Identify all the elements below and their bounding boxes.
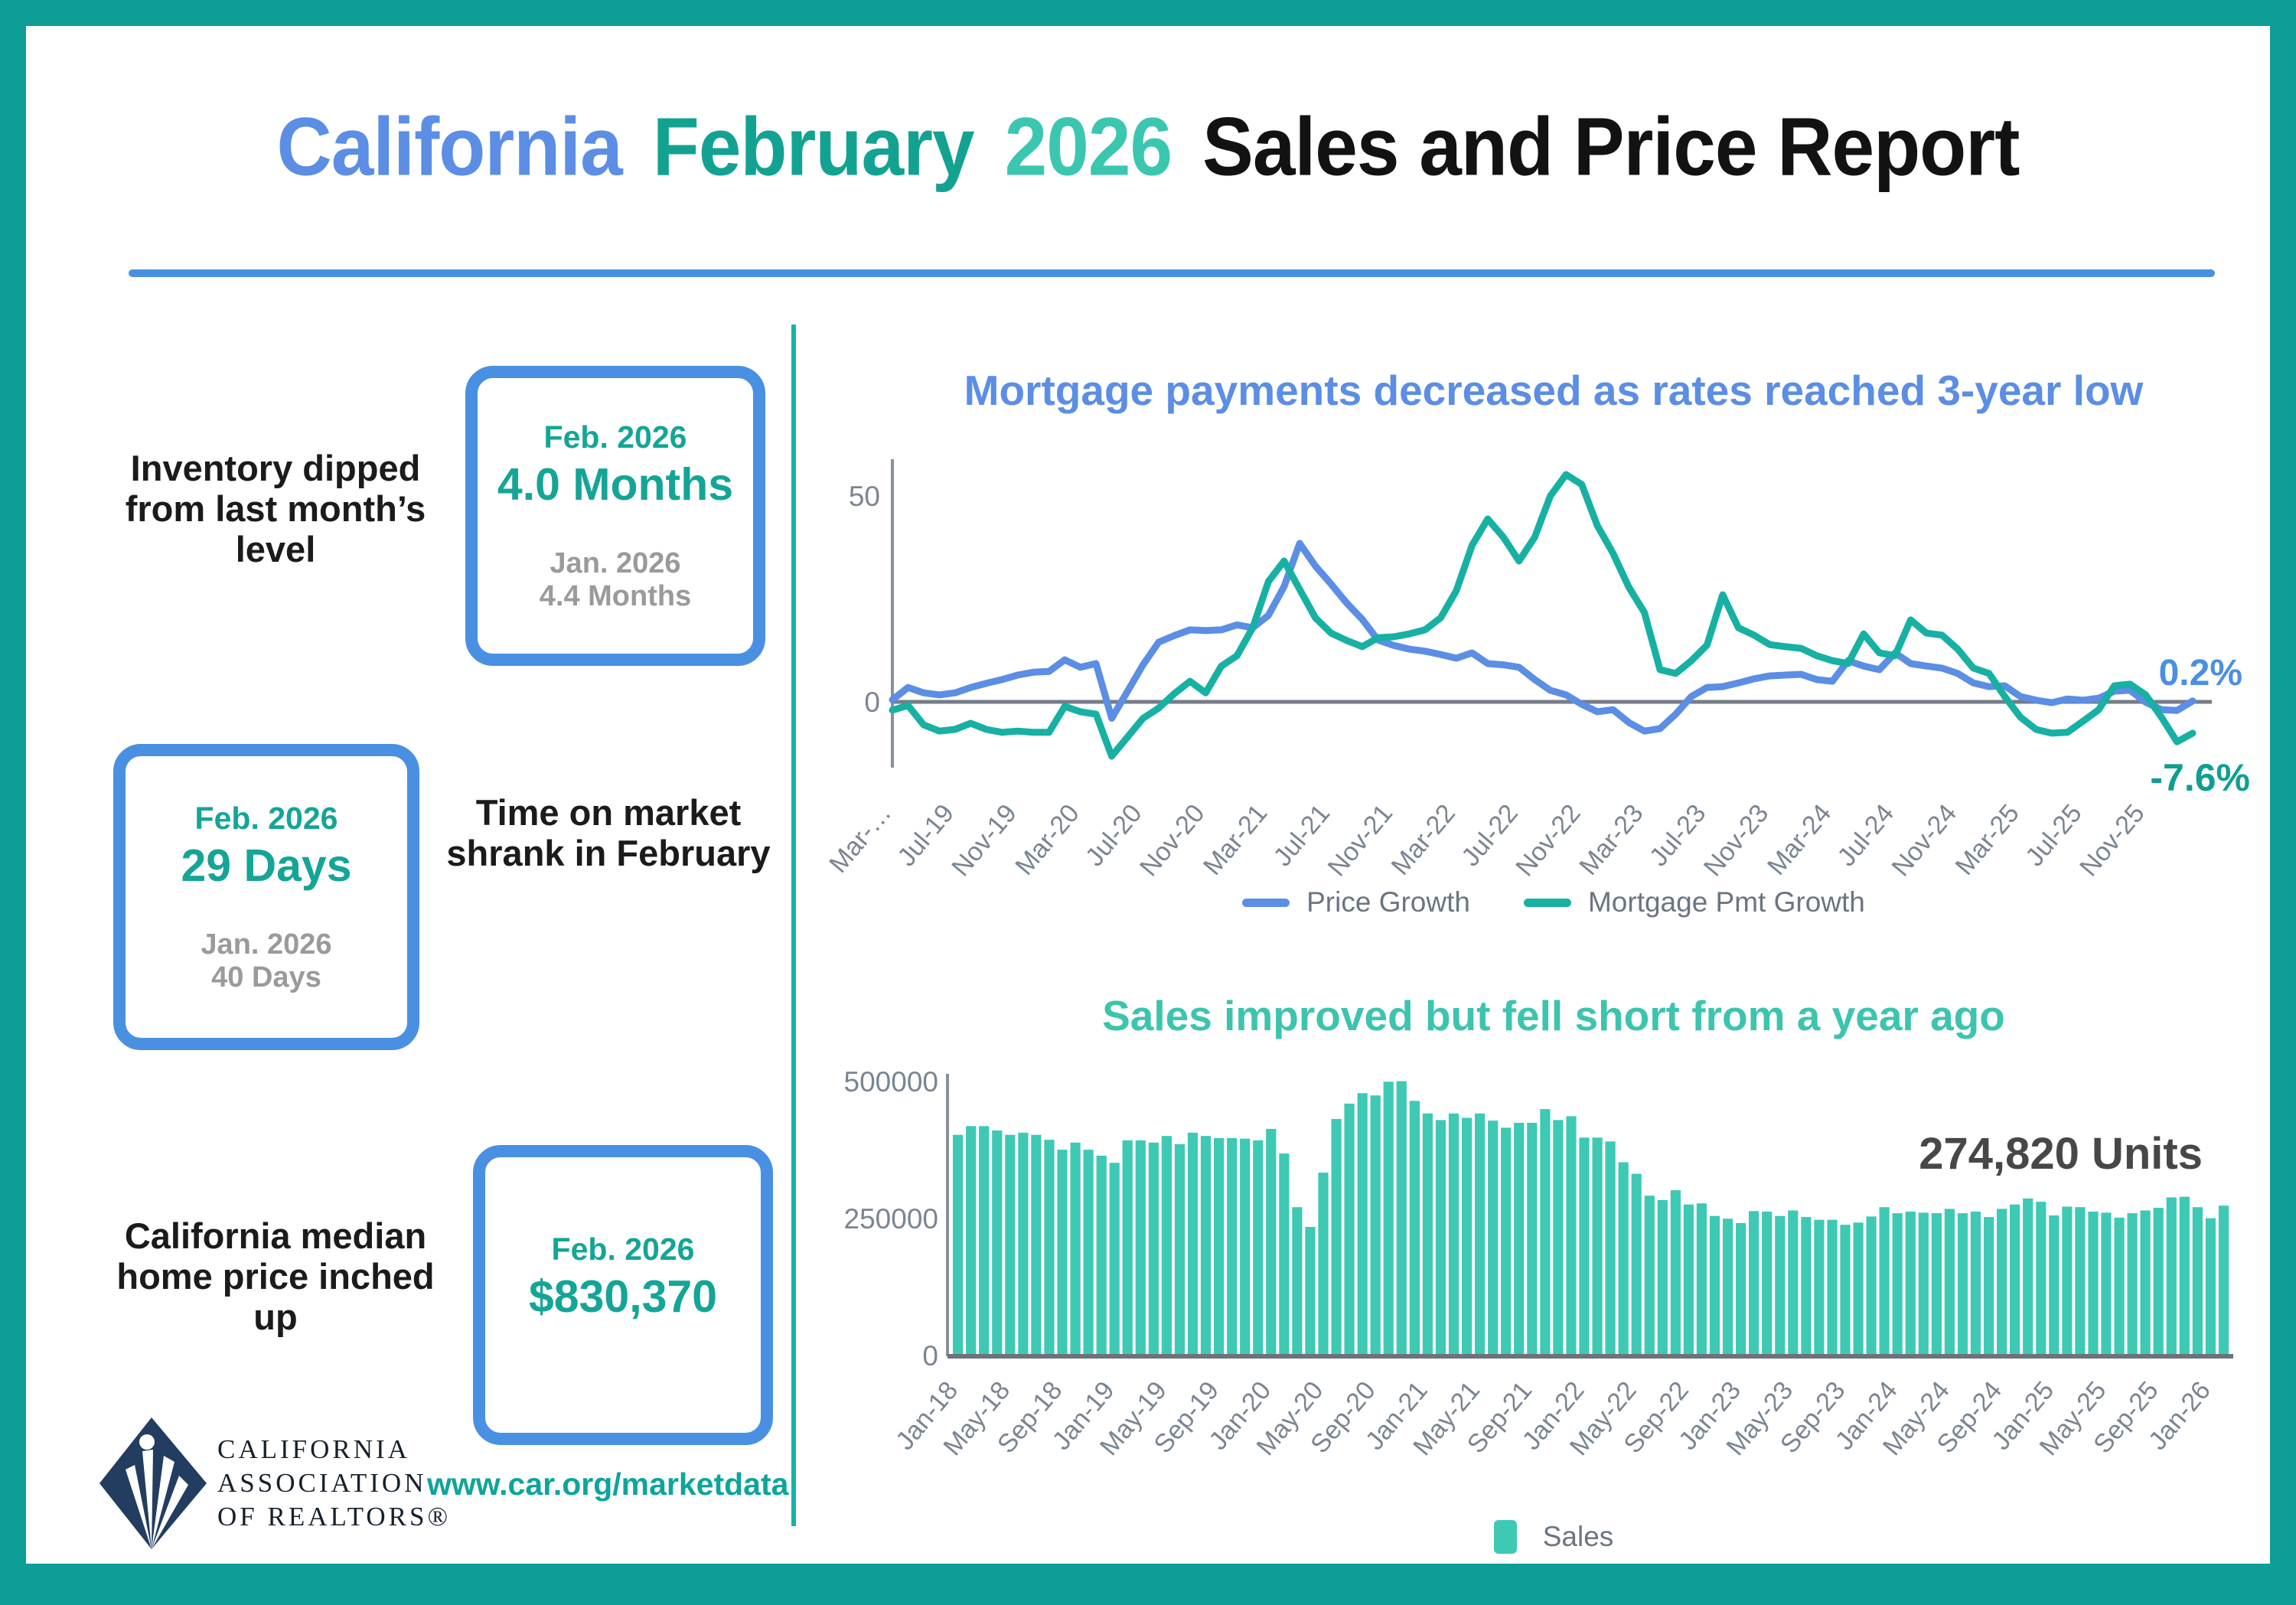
svg-text:Mar-24: Mar-24 — [1762, 799, 1837, 881]
line-chart-legend: Price Growth Mortgage Pmt Growth — [842, 886, 2265, 918]
frame-border-top — [0, 0, 2296, 26]
sales-bar-icon — [1493, 1520, 1517, 1554]
time-current-value: 29 Days — [181, 840, 352, 891]
bar-chart-legend: Sales — [842, 1520, 2265, 1554]
svg-text:Nov-21: Nov-21 — [1322, 799, 1399, 882]
logo-line-3: OF REALTORS® — [217, 1502, 452, 1532]
line-chart-title: Mortgage payments decreased as rates rea… — [964, 367, 2144, 414]
title-underline-rule — [129, 269, 2215, 277]
inventory-current-label: Feb. 2026 — [543, 419, 687, 455]
mortgage-pmt-growth-line-icon — [1523, 898, 1571, 907]
svg-text:50: 50 — [849, 481, 880, 512]
time-previous-label: Jan. 2026 — [201, 928, 332, 961]
svg-text:Mar-21: Mar-21 — [1198, 799, 1273, 881]
price-growth-line-icon — [1242, 898, 1290, 907]
price-growth-legend-label: Price Growth — [1306, 886, 1470, 918]
svg-text:Nov-24: Nov-24 — [1887, 799, 1963, 882]
logo-ray-3 — [152, 1456, 174, 1549]
svg-text:Nov-19: Nov-19 — [946, 799, 1022, 882]
svg-text:Nov-22: Nov-22 — [1510, 799, 1587, 882]
title-word: February — [652, 100, 975, 194]
inventory-current-value: 4.0 Months — [497, 458, 734, 510]
time-on-market-headline: Time on market shrank in February — [446, 792, 771, 874]
svg-text:-7.6%: -7.6% — [2150, 756, 2250, 799]
sales-legend-label: Sales — [1542, 1521, 1614, 1552]
car-logo — [99, 1417, 207, 1549]
svg-text:Mar-22: Mar-22 — [1386, 799, 1461, 881]
svg-text:250000: 250000 — [844, 1203, 938, 1235]
vertical-divider — [791, 325, 796, 1526]
svg-text:274,820 Units: 274,820 Units — [1919, 1129, 2203, 1179]
time-previous-value: 40 Days — [211, 961, 321, 993]
svg-text:0: 0 — [864, 687, 880, 718]
logo-diamond — [99, 1417, 207, 1549]
logo-figure-head — [139, 1434, 155, 1450]
logo-ray-2 — [142, 1450, 153, 1549]
svg-text:Mar-20: Mar-20 — [1009, 799, 1084, 881]
median-price-headline: California median home price inched up — [116, 1215, 435, 1338]
svg-text:0.2%: 0.2% — [2159, 653, 2242, 693]
time-current-label: Feb. 2026 — [194, 800, 338, 836]
inventory-stat-box: Feb. 2026 4.0 Months Jan. 2026 4.4 Month… — [465, 366, 765, 666]
frame-border-right — [2270, 0, 2296, 1605]
inventory-previous-value: 4.4 Months — [539, 579, 692, 612]
logo-wordmark: CALIFORNIA ASSOCIATION OF REALTORS® — [217, 1433, 451, 1534]
title-word: California — [276, 100, 623, 194]
svg-text:0: 0 — [922, 1340, 938, 1372]
svg-text:Mar-25: Mar-25 — [1950, 799, 2025, 881]
price-current-label: Feb. 2026 — [551, 1231, 695, 1267]
time-on-market-stat-box: Feb. 2026 29 Days Jan. 2026 40 Days — [113, 744, 419, 1050]
median-price-stat-box: Feb. 2026 $830,370 — [473, 1145, 773, 1445]
svg-text:Mar-…: Mar-… — [823, 799, 897, 879]
website-link[interactable]: www.car.org/marketdata — [427, 1466, 789, 1502]
title-word: 2026 — [1004, 100, 1172, 194]
bar-chart-title: Sales improved but fell short from a yea… — [1102, 992, 2005, 1039]
inventory-previous-label: Jan. 2026 — [550, 546, 681, 579]
frame-border-bottom — [0, 1564, 2296, 1605]
mortgage-line-chart: 050Mar-…Jul-19Nov-19Mar-20Jul-20Nov-20Ma… — [823, 459, 2250, 882]
logo-line-1: CALIFORNIA — [217, 1434, 410, 1464]
svg-text:Nov-20: Nov-20 — [1134, 799, 1211, 882]
mortgage-pmt-growth-legend-label: Mortgage Pmt Growth — [1587, 886, 1865, 918]
title-word: Sales and Price Report — [1202, 100, 2020, 194]
svg-text:Nov-25: Nov-25 — [2074, 799, 2151, 882]
frame-border-left — [0, 0, 26, 1605]
logo-line-2: ASSOCIATION — [217, 1468, 427, 1499]
legend-item-price-growth: Price Growth — [1242, 886, 1470, 918]
page-title: California February 2026 Sales and Price Re… — [0, 99, 2296, 194]
inventory-headline: Inventory dipped from last month’s level — [125, 448, 426, 570]
svg-text:Nov-23: Nov-23 — [1698, 799, 1775, 882]
legend-item-mortgage-pmt-growth: Mortgage Pmt Growth — [1523, 886, 1865, 918]
logo-ray-1 — [126, 1465, 152, 1549]
svg-text:500000: 500000 — [844, 1066, 938, 1098]
logo-ray-4 — [152, 1476, 188, 1549]
price-current-value: $830,370 — [528, 1271, 718, 1322]
svg-text:Mar-23: Mar-23 — [1574, 799, 1649, 881]
